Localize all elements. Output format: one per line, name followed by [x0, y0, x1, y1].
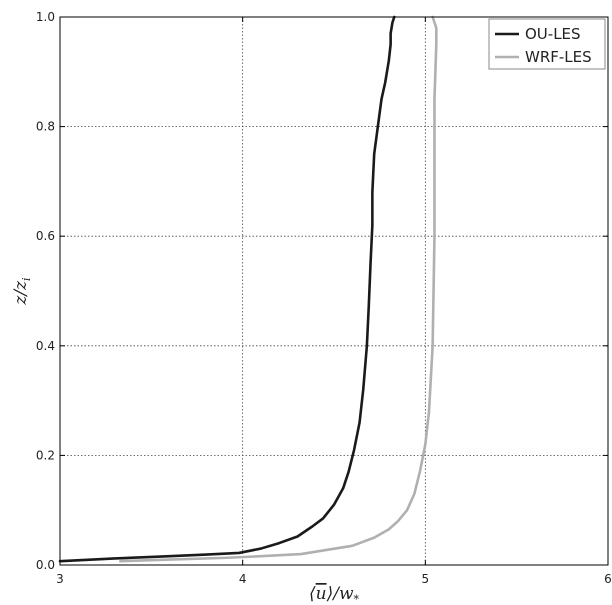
y-tick-label: 0.6: [36, 229, 55, 243]
y-label-sub: i: [20, 277, 33, 281]
y-tick-label: 0.8: [36, 120, 55, 134]
legend-label-ou-les: OU-LES: [525, 25, 581, 43]
legend-label-wrf-les: WRF-LES: [525, 48, 592, 66]
y-label-z: z/z: [11, 280, 31, 306]
x-label-sub: *: [354, 593, 360, 605]
plot-frame: [59, 16, 609, 566]
x-tick-label: 5: [422, 572, 430, 586]
x-label-bracket-open: ⟨: [309, 584, 316, 604]
legend-box: [488, 18, 606, 70]
y-tick-label: 0.0: [36, 558, 55, 572]
plot-lines: [58, 15, 438, 563]
x-tick-label: 3: [56, 572, 64, 586]
x-label-bracket-close: ⟩/w: [326, 584, 354, 604]
x-axis-label: ⟨u⟩/w*: [309, 584, 360, 605]
x-tick-label: 6: [604, 572, 612, 586]
x-tick-label: 4: [239, 572, 247, 586]
series-line-wrf-les: [118, 15, 438, 563]
ticks: 3 4 5 6 0.0 0.2 0.4 0.6 0.8 1.0: [36, 10, 612, 586]
y-axis-label: z/zi: [11, 277, 33, 305]
x-label-u: u: [316, 584, 327, 604]
legend: OU-LES WRF-LES: [488, 18, 606, 70]
y-tick-label: 0.2: [36, 448, 55, 462]
y-tick-label: 0.4: [36, 339, 55, 353]
series-line-ou-les: [58, 15, 396, 563]
y-tick-label: 1.0: [36, 10, 55, 24]
grid: [60, 17, 608, 565]
